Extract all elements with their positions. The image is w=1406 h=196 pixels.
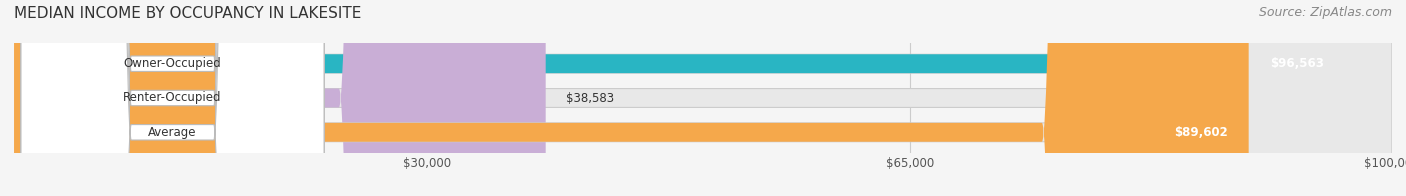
Text: $96,563: $96,563 [1270,57,1324,70]
Text: $89,602: $89,602 [1174,126,1227,139]
FancyBboxPatch shape [14,0,1344,196]
FancyBboxPatch shape [21,0,325,196]
Text: $38,583: $38,583 [567,92,614,104]
FancyBboxPatch shape [21,0,325,196]
FancyBboxPatch shape [14,0,546,196]
Text: Owner-Occupied: Owner-Occupied [124,57,221,70]
FancyBboxPatch shape [21,0,325,196]
FancyBboxPatch shape [14,0,1392,196]
FancyBboxPatch shape [14,0,1392,196]
Text: Average: Average [148,126,197,139]
FancyBboxPatch shape [14,0,1392,196]
Text: Renter-Occupied: Renter-Occupied [124,92,222,104]
Text: MEDIAN INCOME BY OCCUPANCY IN LAKESITE: MEDIAN INCOME BY OCCUPANCY IN LAKESITE [14,6,361,21]
Text: Source: ZipAtlas.com: Source: ZipAtlas.com [1258,6,1392,19]
FancyBboxPatch shape [14,0,1249,196]
